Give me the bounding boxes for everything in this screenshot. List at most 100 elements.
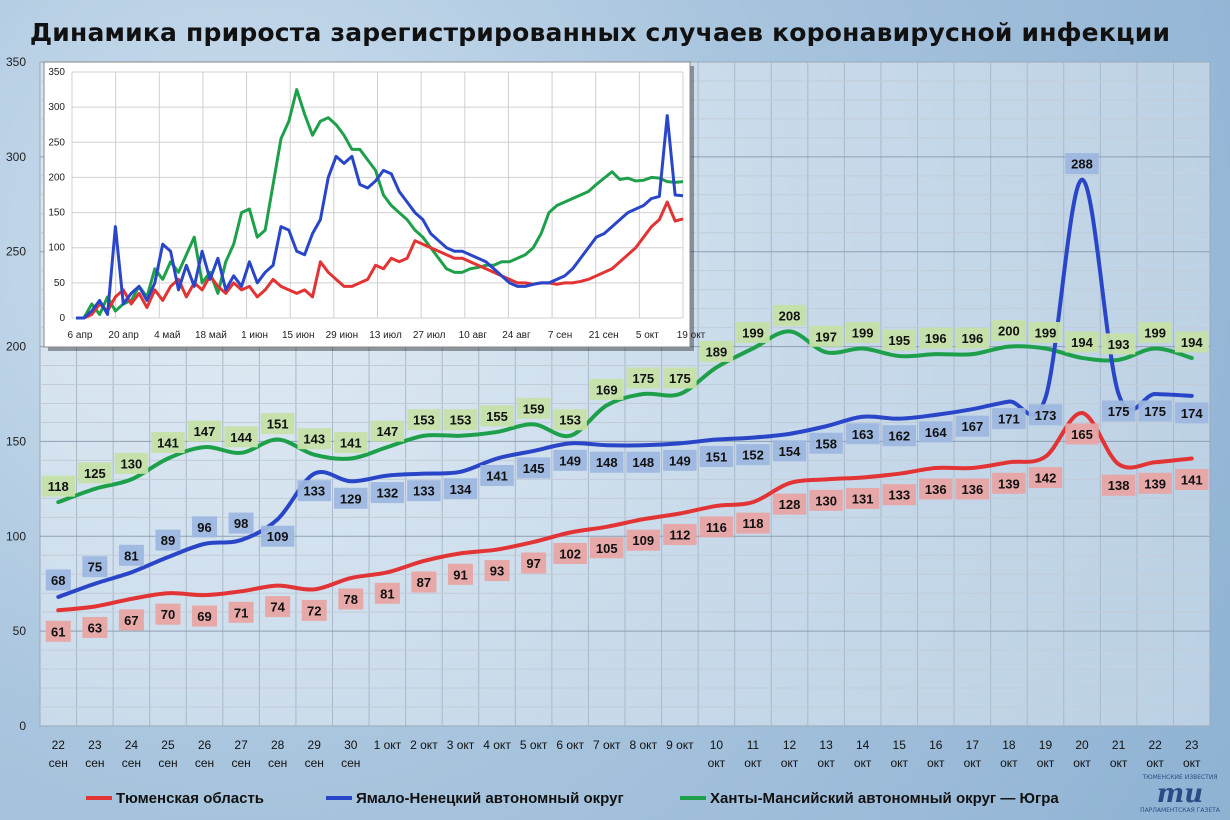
data-label-hmao-bg: [1138, 321, 1172, 343]
data-label-yamal: 145: [523, 461, 545, 476]
x-tick-label: 15: [893, 738, 907, 752]
data-label-tyumen: 74: [270, 600, 285, 615]
data-label-yamal-bg: [1028, 404, 1063, 426]
data-label-yamal: 174: [1181, 406, 1203, 421]
data-label-yamal: 75: [88, 560, 102, 575]
data-label-tyumen: 138: [1108, 478, 1130, 493]
inset-x-tick-label: 13 июл: [369, 330, 402, 341]
data-label-tyumen: 141: [1181, 473, 1203, 488]
legend-label-tyumen: Тюменская область: [116, 790, 264, 807]
y-tick-label: 350: [6, 55, 26, 69]
data-label-hmao-bg: [553, 409, 587, 431]
data-label-yamal-bg: [480, 465, 514, 487]
data-label-hmao-bg: [443, 409, 478, 431]
data-label-hmao: 159: [523, 401, 545, 416]
data-label-yamal: 96: [197, 520, 211, 535]
data-label-tyumen-bg: [589, 537, 624, 559]
x-tick-label: 29: [308, 738, 322, 752]
data-label-tyumen: 67: [124, 613, 138, 628]
data-label-hmao-bg: [480, 405, 514, 427]
data-label-hmao: 153: [413, 413, 435, 428]
data-label-tyumen-bg: [521, 552, 547, 574]
data-label-yamal-bg: [516, 457, 551, 479]
x-tick-label: 28: [271, 738, 285, 752]
x-tick-label: 4 окт: [483, 738, 511, 752]
data-label-hmao-bg: [260, 413, 295, 435]
data-label-yamal-bg: [370, 482, 405, 504]
data-label-hmao-bg: [407, 409, 441, 431]
data-label-yamal-bg: [228, 512, 254, 534]
data-label-yamal: 151: [706, 450, 728, 465]
inset-y-tick-label: 0: [59, 313, 65, 324]
x-tick-label: 23: [88, 738, 102, 752]
data-label-yamal: 175: [1144, 404, 1166, 419]
x-tick-label-month: окт: [890, 756, 908, 770]
data-label-yamal-bg: [155, 529, 181, 551]
data-label-yamal-bg: [663, 449, 697, 471]
x-tick-label-month: сен: [305, 756, 324, 770]
data-label-hmao-bg: [151, 432, 185, 454]
data-label-hmao: 141: [340, 436, 362, 451]
data-label-hmao: 197: [815, 329, 837, 344]
x-tick-label: 9 окт: [666, 738, 694, 752]
legend-label-hmao: Ханты-Мансийский автономный округ — Югра: [710, 790, 1059, 807]
data-label-tyumen-bg: [1028, 467, 1063, 489]
data-label-yamal: 141: [486, 469, 508, 484]
data-label-tyumen: 116: [706, 520, 727, 535]
x-tick-label-month: окт: [1073, 756, 1091, 770]
x-tick-label: 6 окт: [556, 738, 584, 752]
x-tick-label-month: окт: [1000, 756, 1018, 770]
data-label-yamal: 109: [267, 529, 289, 544]
data-label-tyumen: 131: [852, 491, 874, 506]
data-label-yamal-bg: [809, 432, 843, 454]
data-label-tyumen: 112: [669, 528, 690, 543]
data-label-tyumen: 61: [51, 624, 65, 639]
inset-series-line-yamal: [76, 114, 684, 320]
x-tick-label: 12: [783, 738, 797, 752]
data-label-hmao: 199: [852, 325, 874, 340]
data-label-tyumen-bg: [1174, 469, 1209, 491]
data-label-tyumen: 136: [925, 482, 947, 497]
data-label-hmao-bg: [370, 420, 405, 442]
data-label-hmao-bg: [516, 397, 551, 419]
data-label-yamal: 98: [234, 516, 248, 531]
publisher-logo: ТЮМЕНСКИЕ ИЗВЕСТИЯ ти ПАРЛАМЕНТСКАЯ ГАЗЕ…: [1140, 774, 1220, 814]
data-label-yamal: 288: [1071, 157, 1093, 172]
data-label-hmao-bg: [297, 428, 331, 450]
data-label-yamal: 68: [51, 573, 65, 588]
data-label-yamal: 81: [124, 548, 138, 563]
x-tick-label: 3 окт: [447, 738, 475, 752]
inset-frame: [43, 61, 691, 348]
data-label-yamal: 133: [303, 484, 325, 499]
x-tick-label: 1 окт: [374, 738, 402, 752]
data-label-yamal-bg: [260, 525, 295, 547]
data-label-tyumen-bg: [845, 487, 880, 509]
x-tick-label-month: окт: [817, 756, 835, 770]
data-label-yamal-bg: [919, 421, 953, 443]
inset-y-tick-label: 50: [54, 278, 66, 289]
data-label-yamal: 133: [413, 484, 435, 499]
data-label-hmao: 141: [157, 436, 179, 451]
x-tick-label: 17: [966, 738, 980, 752]
data-label-hmao: 169: [596, 382, 618, 397]
data-label-tyumen: 70: [161, 607, 175, 622]
data-label-tyumen-bg: [919, 478, 953, 500]
data-label-hmao-bg: [919, 327, 953, 349]
x-tick-label-month: сен: [231, 756, 250, 770]
data-label-yamal: 129: [340, 491, 362, 506]
data-label-yamal-bg: [443, 478, 478, 500]
x-tick-label: 27: [234, 738, 248, 752]
data-label-yamal: 171: [998, 412, 1020, 427]
x-tick-label: 14: [856, 738, 870, 752]
data-label-tyumen-bg: [1138, 472, 1172, 494]
data-label-hmao: 151: [267, 417, 289, 432]
inset-x-tick-label: 19 окт: [677, 330, 706, 341]
data-label-tyumen-bg: [265, 596, 291, 618]
inset-x-tick-label: 4 май: [154, 330, 180, 341]
inset-y-tick-label: 150: [48, 208, 65, 219]
data-label-yamal: 163: [852, 427, 874, 442]
inset-x-tick-label: 20 апр: [108, 330, 139, 341]
inset-x-tick-label: 1 июн: [241, 330, 268, 341]
y-tick-label: 100: [6, 529, 26, 543]
x-tick-label-month: окт: [964, 756, 982, 770]
